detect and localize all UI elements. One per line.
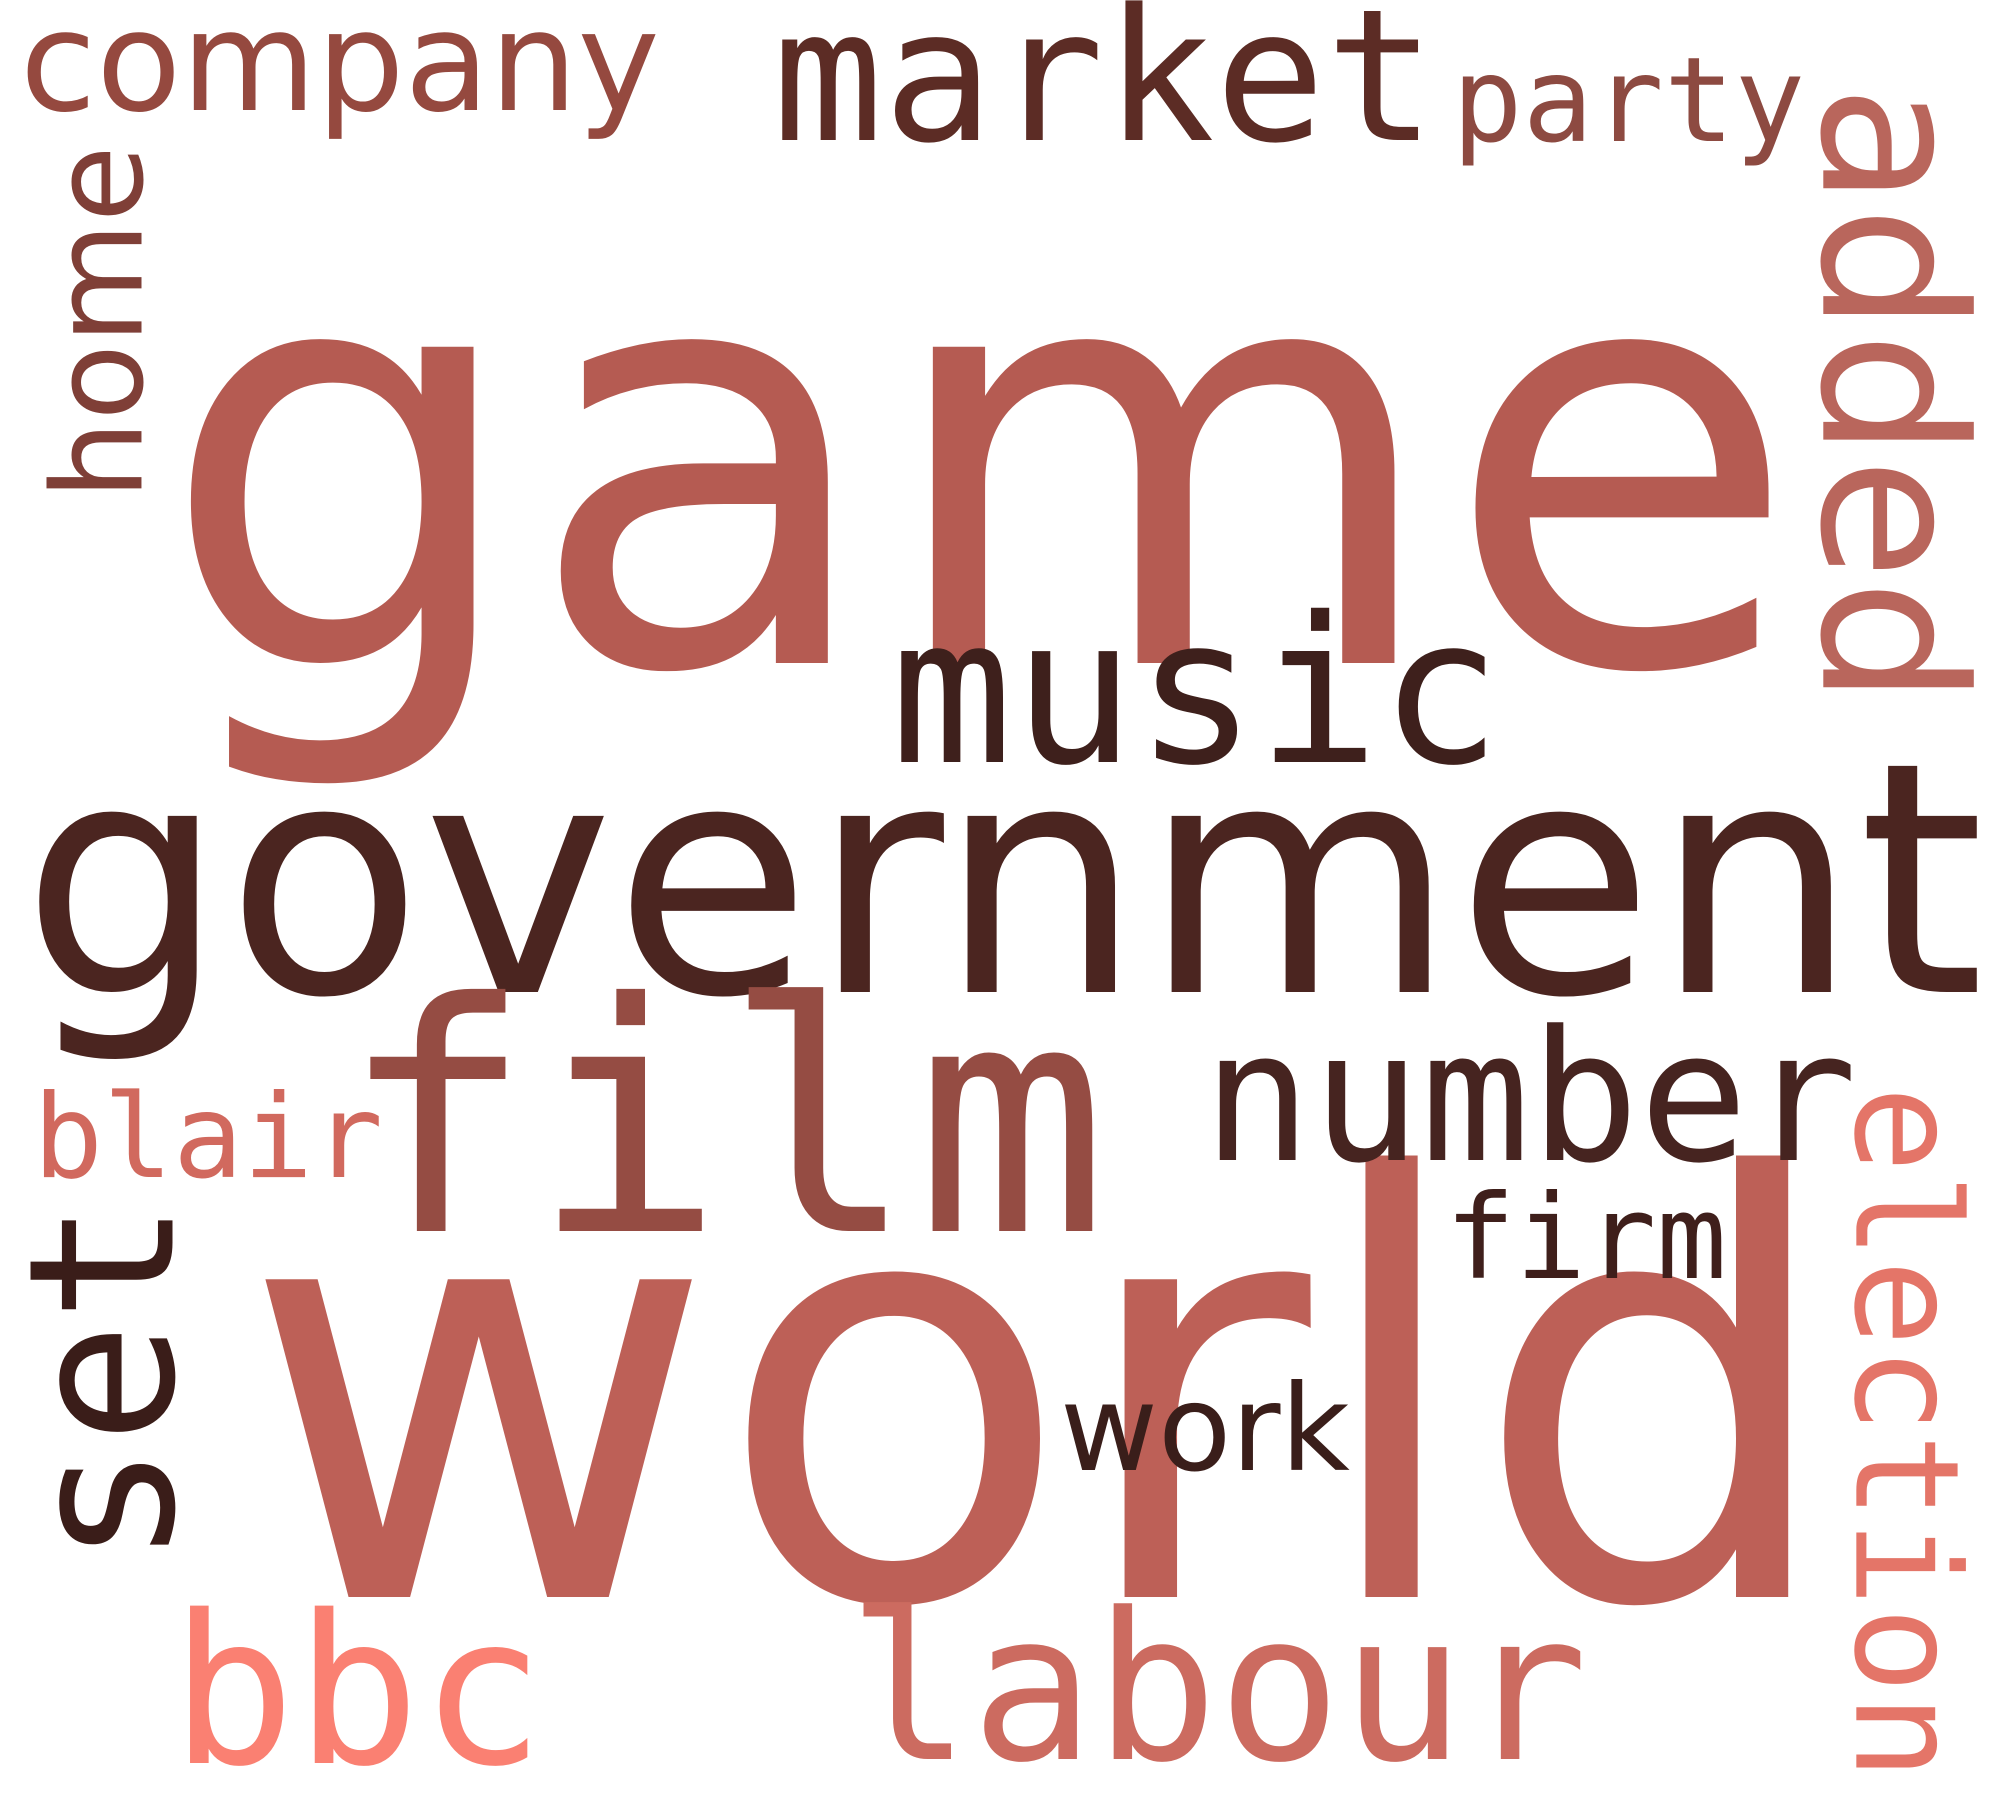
word-company: company xyxy=(20,0,660,143)
word-home: home xyxy=(26,145,172,500)
word-firm: firm xyxy=(1445,1169,1727,1306)
word-film: film xyxy=(340,936,1108,1307)
word-blair: blair xyxy=(33,1069,384,1205)
word-election: election xyxy=(1821,1085,1990,1780)
word-added: added xyxy=(1775,84,2000,706)
word-music: music xyxy=(890,573,1502,810)
word-work: work xyxy=(1060,1360,1350,1499)
word-game: game xyxy=(159,127,1800,800)
word-bbc: bbc xyxy=(170,1571,545,1800)
word-labour: labour xyxy=(847,1569,1589,1800)
word-set: set xyxy=(0,1200,220,1566)
word-party: party xyxy=(1452,31,1806,169)
word-world: world xyxy=(241,1059,1841,1735)
word-government: government xyxy=(21,692,1985,1068)
word-market: market xyxy=(772,0,1437,184)
word-number: number xyxy=(1202,992,1858,1203)
